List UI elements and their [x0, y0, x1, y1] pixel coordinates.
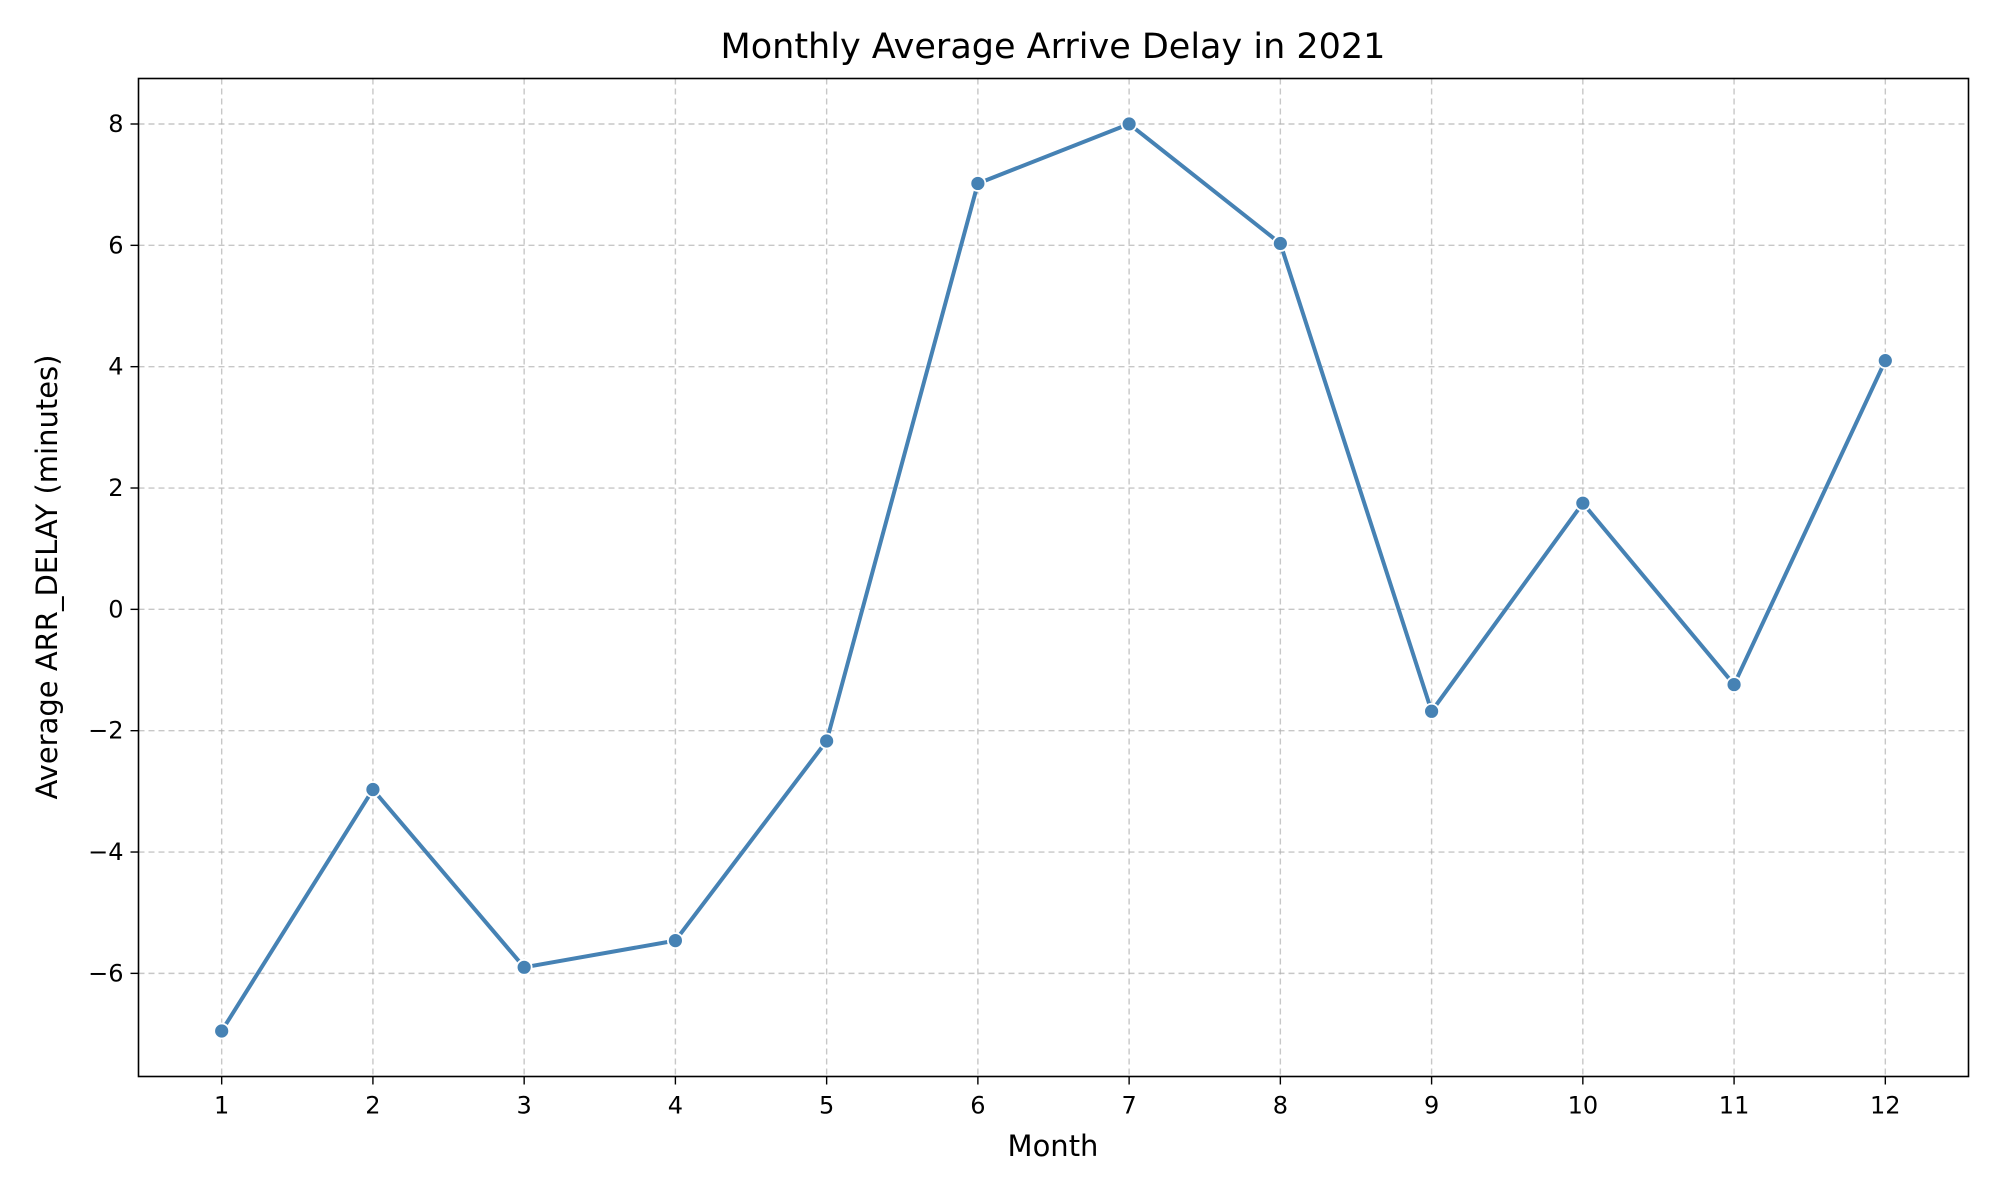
grid [138, 78, 1969, 1077]
y-tick-label: 8 [108, 110, 123, 138]
x-axis-label: Month [1008, 1129, 1099, 1163]
x-tick-label: 3 [517, 1092, 532, 1120]
series-line [219, 122, 1888, 1033]
data-point [969, 175, 987, 192]
data-point [1423, 702, 1440, 720]
data-point [364, 781, 382, 798]
chart-title: Monthly Average Arrive Delay in 2021 [721, 27, 1386, 67]
data-point [1271, 235, 1289, 252]
x-tick-label: 7 [1121, 1092, 1136, 1120]
data-point [515, 958, 533, 976]
x-tick-label: 10 [1568, 1092, 1599, 1120]
x-tick-label: 12 [1870, 1092, 1901, 1120]
axes-frame [137, 77, 1970, 1078]
y-tick-label: −6 [88, 959, 123, 987]
y-tick-label: 2 [108, 474, 123, 502]
data-point [1574, 494, 1592, 512]
x-tick-label: 9 [1424, 1092, 1439, 1120]
data-point [1725, 676, 1743, 693]
data-point [667, 932, 684, 950]
x-tick-label: 6 [970, 1092, 985, 1120]
y-tick-label: −4 [88, 838, 123, 866]
x-tick-label: 8 [1273, 1092, 1288, 1120]
series-layer [213, 115, 1894, 1040]
x-tick-label: 11 [1719, 1092, 1750, 1120]
x-tick-label: 2 [365, 1092, 380, 1120]
y-tick-label: 0 [108, 595, 123, 623]
data-point [213, 1022, 231, 1040]
data-point [1120, 115, 1138, 133]
x-tick-label: 1 [214, 1092, 229, 1120]
data-point [818, 732, 836, 750]
y-axis-label: Average ARR_DELAY (minutes) [30, 355, 64, 800]
y-tick-label: 4 [108, 353, 123, 381]
x-tick-label: 5 [819, 1092, 834, 1120]
data-point [1876, 352, 1894, 370]
y-tick-label: −2 [88, 717, 123, 745]
x-tick-label: 4 [668, 1092, 683, 1120]
y-tick-label: 6 [108, 231, 123, 259]
